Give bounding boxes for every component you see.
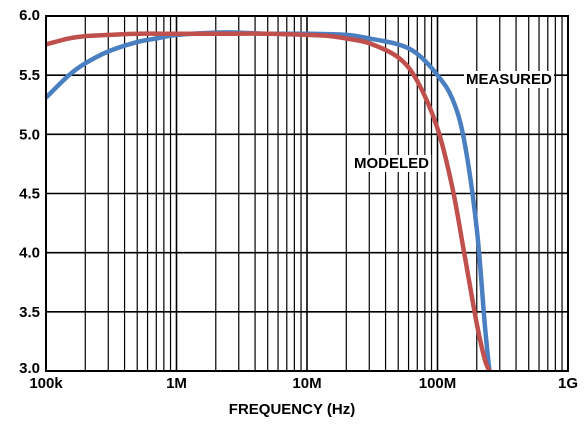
x-tick-label: 10M <box>292 375 321 392</box>
y-tick-label: 6.0 <box>19 7 40 24</box>
x-tick-label: 1G <box>558 375 578 392</box>
series-label-measured: MEASURED <box>466 71 552 88</box>
series-line-modeled <box>45 31 492 372</box>
x-tick-labels: 100k 1M 10M 100M 1G <box>29 375 578 392</box>
annotation-layer: MEASURED MODELED <box>352 71 555 172</box>
series-layer <box>44 30 492 372</box>
y-tick-label: 5.0 <box>19 126 40 143</box>
y-tick-label: 4.0 <box>19 245 40 262</box>
series-label-modeled: MODELED <box>354 155 429 172</box>
x-axis-title: FREQUENCY (Hz) <box>229 401 355 418</box>
x-tick-label: 100M <box>419 375 457 392</box>
y-tick-label: 5.5 <box>19 67 40 84</box>
y-tick-labels: 3.0 3.5 4.0 4.5 5.0 5.5 6.0 <box>19 7 40 377</box>
x-tick-label: 100k <box>29 375 63 392</box>
series-label-background <box>464 71 555 88</box>
x-tick-label: 1M <box>166 375 187 392</box>
series-label-background <box>352 155 432 172</box>
y-tick-label: 4.5 <box>19 186 40 203</box>
y-tick-label: 3.5 <box>19 304 40 321</box>
y-tick-label: 3.0 <box>19 360 40 377</box>
plot-frame <box>45 15 569 372</box>
